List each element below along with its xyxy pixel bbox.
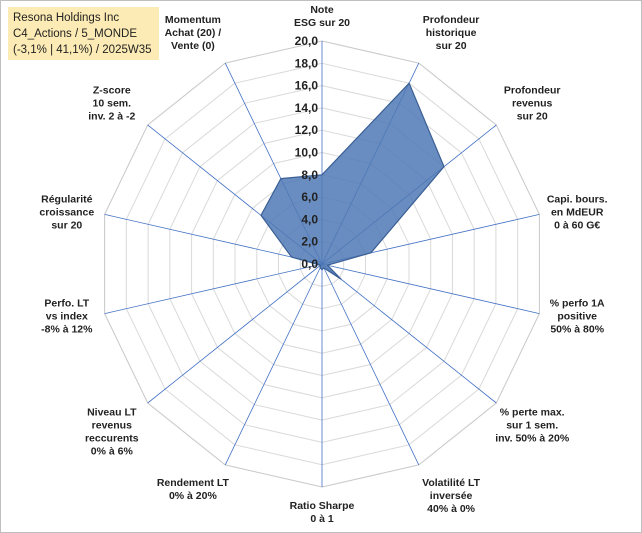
axis-label: Perfo. LT vs index -8% à 12% [41,297,93,335]
axis-label: Z-score 10 sem. inv. 2 à -2 [88,85,135,123]
axis-label-line: 0 à 1 [310,513,334,525]
axis-label-line: revenus [92,419,132,431]
axis-label-line: 50% à 80% [550,323,604,335]
axis-label-line: Achat (20) / [165,27,222,39]
axis-label-line: vs index [46,310,88,322]
axis-label: Capi. bours. en MdEUR 0 à 60 G€ [547,194,608,232]
axis-label-line: Z-score [93,85,131,97]
axis-label-line: Momentum [165,14,221,26]
axis-label: % perfo 1A positive 50% à 80% [550,297,605,335]
axis-label: Régularité croissance sur 20 [39,194,94,232]
axis-label-line: Volatilité LT [422,477,481,489]
axis-label-line: sur 20 [436,40,467,52]
axis-spoke [321,263,420,466]
tick-label: 12,0 [295,123,319,137]
axis-label: Volatilité LT inversée 40% à 0% [422,477,481,515]
axis-label-line: Profondeur [504,85,561,97]
axis-label-line: Régularité [41,194,93,206]
tick-label: 2,0 [301,235,318,249]
tick-label: 10,0 [295,146,319,160]
axis-label-line: -8% à 12% [41,323,93,335]
axis-label-line: inv. 50% à 20% [495,432,570,444]
chart-title-box: Resona Holdings Inc C4_Actions / 5_MONDE… [8,7,159,60]
axis-label-line: % perfo 1A [550,297,605,309]
axis-label-line: 0% à 6% [91,445,134,457]
tick-label: 8,0 [301,168,318,182]
axis-label-line: Rendement LT [157,477,230,489]
tick-label: 6,0 [301,190,318,204]
axis-label-line: Capi. bours. [547,194,608,206]
axis-label-line: 0% à 20% [169,490,218,502]
axis-spoke [224,263,323,466]
axis-label-line: 10 sem. [93,98,132,110]
title-line-1: Resona Holdings Inc [13,12,120,24]
tick-label: 0,0 [301,257,318,271]
title-line-2: C4_Actions / 5_MONDE [13,28,137,40]
axis-label-line: Profondeur [423,14,480,26]
title-line-3: (-3,1% | 41,1%) / 2025W35 [13,44,152,56]
axis-label-line: croissance [39,207,94,219]
axis-label-line: 40% à 0% [427,503,476,515]
axis-label-line: inv. 2 à -2 [88,111,135,123]
axis-label: Note ESG sur 20 [294,4,350,29]
axis-label-line: positive [557,310,597,322]
axis-label: Niveau LT revenus reccurents 0% à 6% [85,406,139,457]
axis-label-line: reccurents [85,432,139,444]
axis-labels: Note ESG sur 20 Profondeur historique sur 20… [39,4,607,525]
axis-label: Profondeur revenus sur 20 [504,85,561,123]
axis-label-line: historique [426,27,477,39]
axis-label: Profondeur historique sur 20 [423,14,480,52]
axis-spoke [104,263,323,314]
axis-label-line: % perte max. [500,406,565,418]
axis-label-line: en MdEUR [551,207,604,219]
axis-spoke [321,263,540,314]
axis-label: Ratio Sharpe 0 à 1 [290,500,355,525]
axis-label-line: Perfo. LT [44,297,89,309]
axis-label-line: inversée [430,490,473,502]
axis-label-line: Niveau LT [87,406,137,418]
axis-spoke [321,263,497,404]
axis-label-line: revenus [512,98,552,110]
axis-spoke [147,263,323,404]
axis-label-line: ESG sur 20 [294,17,350,29]
axis-label: % perte max. sur 1 sem. inv. 50% à 20% [495,406,570,444]
axis-label-line: sur 1 sem. [506,419,558,431]
axis-spoke [104,214,323,265]
axis-label: Momentum Achat (20) / Vente (0) [165,14,222,52]
tick-label: 16,0 [295,79,319,93]
tick-label: 20,0 [295,34,319,48]
axis-label-line: Note [310,4,333,16]
tick-label: 14,0 [295,101,319,115]
axis-label-line: 0 à 60 G€ [554,220,600,232]
tick-label: 18,0 [295,56,319,70]
series-area [260,82,445,280]
tick-labels: 0,0 2,0 4,0 6,0 8,0 10,0 12,0 14,0 16,0 18,0 20,0 [295,34,319,271]
axis-label-line: sur 20 [517,111,548,123]
axis-label-line: Ratio Sharpe [290,500,355,512]
series-layer [260,82,445,280]
axis-label-line: sur 20 [51,220,82,232]
tick-label: 4,0 [301,212,318,226]
axis-label: Rendement LT 0% à 20% [157,477,230,502]
axis-label-line: Vente (0) [171,40,215,52]
